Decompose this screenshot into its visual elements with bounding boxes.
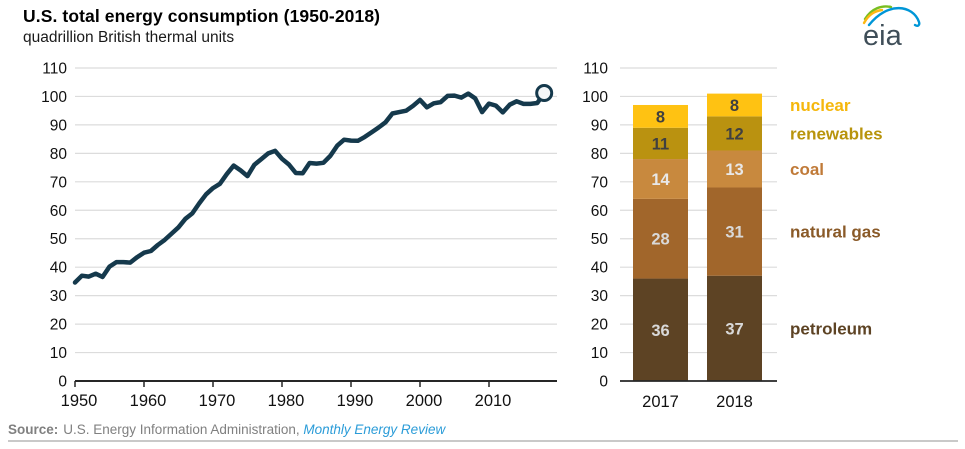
y-tick-label: 80 — [591, 146, 609, 163]
end-marker-circle — [535, 84, 554, 103]
bar-chart-svg: 0 10 20 30 40 50 60 70 80 90 100 110 36 28 14 11 8 2017 37… — [582, 61, 883, 412]
legend-label-natural-gas: natural gas — [790, 223, 881, 242]
bar-value-label: 11 — [652, 135, 669, 153]
bar-value-label: 31 — [725, 224, 743, 242]
legend-label-petroleum: petroleum — [790, 319, 872, 338]
y-tick-label: 70 — [50, 174, 68, 191]
y-tick-label: 30 — [591, 288, 609, 305]
y-tick-label: 50 — [50, 231, 68, 248]
line-chart: 0 10 20 30 40 50 60 70 80 90 100 110 1950 1960 1970 198… — [18, 60, 566, 425]
consumption-line — [72, 90, 547, 285]
y-tick-label: 30 — [50, 288, 68, 305]
y-tick-label: 90 — [591, 117, 609, 134]
bar-value-label: 14 — [651, 171, 670, 189]
footer-divider — [8, 440, 958, 442]
page-title: U.S. total energy consumption (1950-2018… — [23, 6, 381, 26]
x-tick-label: 1960 — [130, 392, 167, 410]
logo-green-arc-icon — [863, 5, 893, 21]
bar-value-label: 8 — [656, 108, 665, 126]
bar-value-label: 12 — [725, 125, 743, 143]
bar-segment-natural-gas — [633, 198, 688, 279]
source-link[interactable]: Monthly Energy Review — [303, 422, 446, 437]
x-tick-label: 1980 — [268, 392, 305, 410]
y-tick-label: 100 — [41, 89, 67, 106]
source-text: U.S. Energy Information Administration, — [63, 422, 300, 437]
stacked-bar-chart: 0 10 20 30 40 50 60 70 80 90 100 110 36 28 14 11 8 2017 37… — [570, 60, 965, 425]
x-tick-label: 1950 — [61, 392, 98, 410]
y-tick-label: 110 — [42, 61, 67, 78]
bar-value-label: 8 — [730, 97, 739, 115]
bar-segment-petroleum — [707, 275, 762, 381]
bar-segment-coal — [707, 150, 762, 188]
y-tick-label: 10 — [591, 345, 609, 362]
bar-value-label: 13 — [725, 161, 743, 179]
y-tick-label: 20 — [591, 317, 609, 334]
bar-segment-nuclear — [633, 104, 688, 128]
bar-value-label: 36 — [651, 322, 669, 340]
y-tick-label: 60 — [50, 203, 68, 220]
y-tick-label: 20 — [50, 317, 68, 334]
x-tick-label: 1970 — [199, 392, 236, 410]
y-tick-label: 110 — [583, 61, 608, 78]
y-tick-label: 60 — [591, 203, 609, 220]
bar-value-label: 28 — [651, 231, 669, 249]
eia-logo: eia — [858, 4, 928, 54]
x-tick-label: 2000 — [406, 392, 443, 410]
bar-segment-nuclear — [707, 93, 762, 117]
legend-label-nuclear: nuclear — [790, 96, 851, 115]
y-tick-label: 100 — [582, 89, 608, 106]
y-tick-label: 40 — [50, 260, 68, 277]
legend-label-coal: coal — [790, 160, 824, 179]
bar-segment-natural-gas — [707, 187, 762, 276]
source-label: Source: — [8, 422, 59, 437]
source-line: Source: U.S. Energy Information Administr… — [8, 422, 445, 437]
chart-units-label: quadrillion British thermal units — [23, 29, 235, 46]
logo-blue-arc-icon — [867, 7, 921, 27]
logo-yellow-arc-icon — [862, 8, 884, 25]
legend-label-renewables: renewables — [790, 124, 883, 143]
bar-segment-coal — [633, 159, 688, 199]
bar-segment-renewables — [633, 127, 688, 160]
x-tick-label: 2010 — [475, 392, 512, 410]
y-tick-label: 50 — [591, 231, 609, 248]
y-tick-label: 70 — [591, 174, 609, 191]
bar-category-label: 2017 — [642, 393, 679, 411]
bar-segment-petroleum — [633, 278, 688, 381]
y-tick-label: 0 — [58, 374, 67, 391]
y-tick-label: 90 — [50, 117, 68, 134]
x-tick-label: 1990 — [337, 392, 374, 410]
line-chart-svg: 0 10 20 30 40 50 60 70 80 90 100 110 1950 1960 1970 198… — [41, 61, 557, 410]
y-tick-label: 0 — [599, 374, 608, 391]
y-tick-label: 10 — [50, 345, 68, 362]
y-tick-label: 40 — [591, 260, 609, 277]
bar-value-label: 37 — [725, 320, 743, 338]
logo-text: eia — [863, 20, 903, 52]
y-tick-label: 80 — [50, 146, 68, 163]
bar-category-label: 2018 — [716, 393, 753, 411]
bar-segment-renewables — [707, 116, 762, 151]
